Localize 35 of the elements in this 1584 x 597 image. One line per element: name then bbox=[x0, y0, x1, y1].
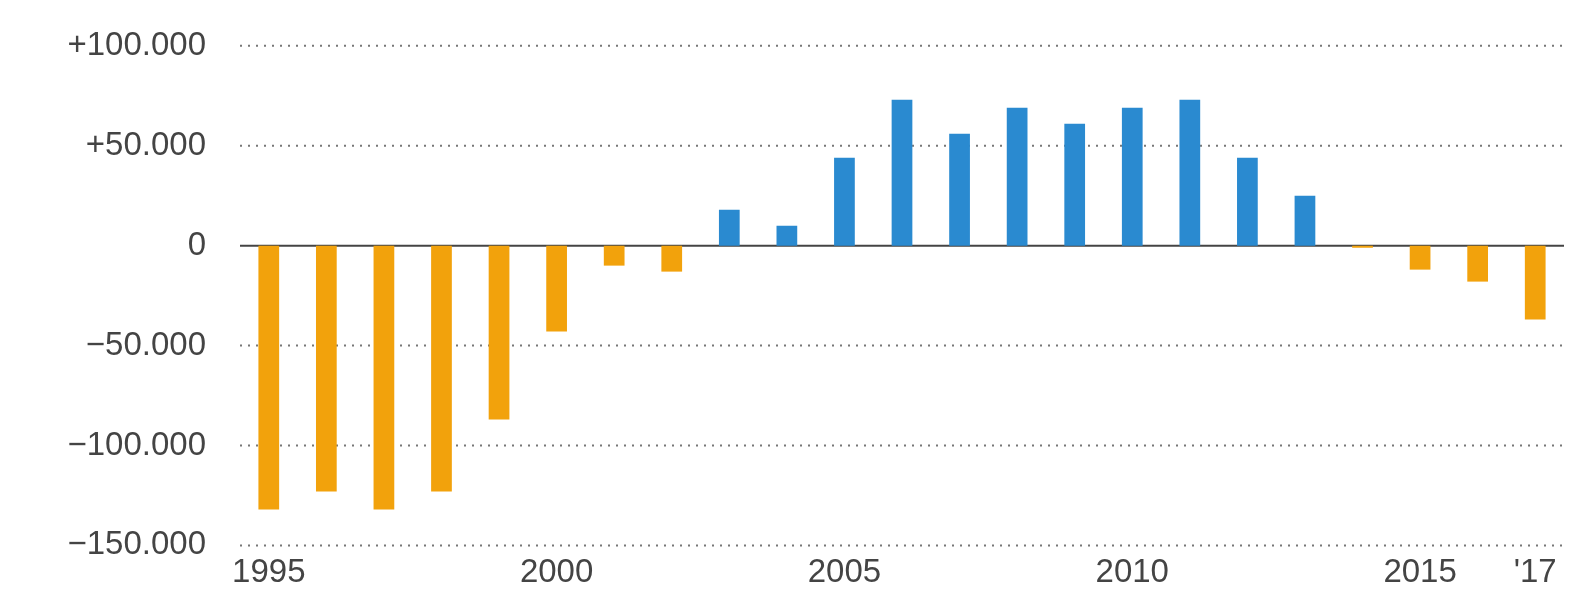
bar bbox=[315, 245, 337, 492]
bar bbox=[776, 225, 798, 246]
x-tick-label: 2010 bbox=[1095, 552, 1169, 590]
bar bbox=[949, 133, 970, 246]
bar bbox=[1409, 245, 1431, 270]
x-tick-label: 2005 bbox=[807, 552, 882, 590]
bar bbox=[488, 245, 510, 420]
x-tick-label: 2015 bbox=[1383, 552, 1457, 590]
bar bbox=[891, 99, 913, 246]
y-tick-label: −100.000 bbox=[67, 424, 206, 462]
y-tick-label: 0 bbox=[187, 224, 206, 262]
bar bbox=[1467, 245, 1489, 282]
bar bbox=[1179, 99, 1201, 246]
y-tick-label: −150.000 bbox=[67, 524, 206, 562]
y-tick-label: +50.000 bbox=[85, 124, 206, 162]
bar bbox=[1294, 195, 1316, 246]
x-tick-label: '17 bbox=[1513, 552, 1557, 590]
bar bbox=[1352, 245, 1373, 248]
bar bbox=[431, 245, 452, 492]
x-tick-label: 1995 bbox=[232, 552, 306, 590]
y-tick-label: −50.000 bbox=[85, 324, 206, 362]
bar bbox=[546, 245, 567, 332]
bar bbox=[718, 209, 740, 246]
bar bbox=[1524, 245, 1546, 320]
bar bbox=[603, 245, 625, 266]
x-tick-label: 2000 bbox=[519, 552, 594, 590]
bar bbox=[1064, 123, 1086, 246]
bar bbox=[258, 245, 280, 510]
bar bbox=[661, 245, 683, 272]
bar bbox=[1237, 157, 1258, 246]
bar bbox=[1121, 107, 1143, 246]
bar bbox=[1006, 107, 1028, 246]
y-tick-label: +100.000 bbox=[67, 24, 206, 62]
bar bbox=[373, 245, 395, 510]
bar bbox=[834, 157, 855, 246]
